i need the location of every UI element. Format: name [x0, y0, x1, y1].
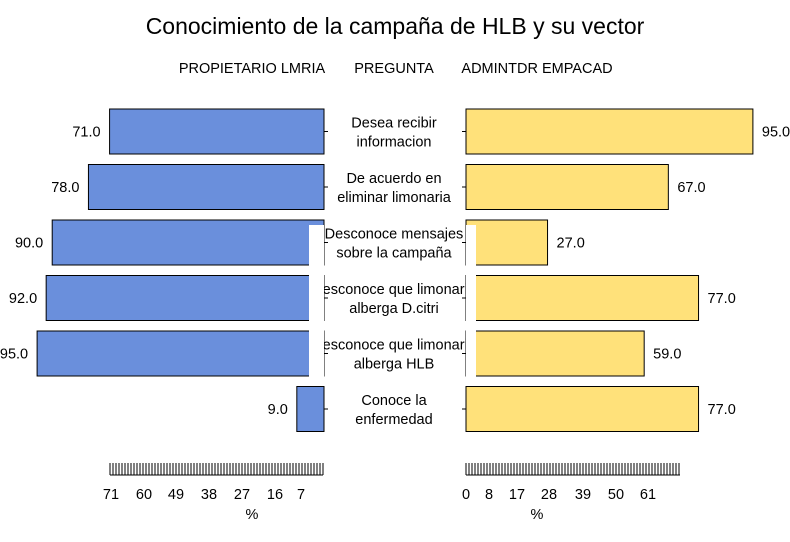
- right-bar: [465, 330, 645, 377]
- category-label-line2: informacion: [357, 135, 432, 151]
- left-label-clip: [309, 225, 324, 385]
- header-left-series: PROPIETARIO LMRIA: [179, 61, 326, 77]
- right-axis-tick-label: 39: [575, 487, 591, 503]
- left-axis-tick-label: 71: [103, 487, 119, 503]
- left-bar: [45, 275, 325, 321]
- category-label-line2: enfermedad: [355, 412, 432, 428]
- category-label-line1: Conoce la: [361, 393, 427, 409]
- right-bar-value-label: 77.0: [708, 291, 736, 307]
- right-bar-value-label: 95.0: [762, 125, 790, 141]
- category-label-line1: Desea recibir: [351, 116, 437, 132]
- left-bar-value-label: 95.0: [0, 347, 28, 363]
- left-bar: [87, 164, 325, 210]
- left-bar-value-label: 90.0: [15, 236, 43, 252]
- right-bar-value-label: 67.0: [677, 180, 705, 196]
- left-bar: [109, 108, 325, 155]
- right-axis-tick-label: 61: [640, 487, 656, 503]
- left-bar: [51, 219, 325, 266]
- left-bar-value-label: 9.0: [268, 402, 288, 418]
- category-label-line1: Desconoce mensajes: [325, 227, 464, 243]
- right-bar-value-label: 27.0: [557, 236, 585, 252]
- right-axis-tick-label: 8: [485, 487, 493, 503]
- right-axis-tick-label: 28: [541, 487, 557, 503]
- left-bar-value-label: 92.0: [9, 291, 37, 307]
- left-bar: [296, 386, 325, 432]
- left-axis-tick-label: 16: [267, 487, 283, 503]
- right-bar: [465, 219, 549, 266]
- left-axis-tick-label: 7: [297, 487, 305, 503]
- category-label-line2: eliminar limonaria: [337, 190, 452, 206]
- left-axis-tick-label: 38: [201, 487, 217, 503]
- right-bar: [465, 386, 700, 432]
- left-bar-value-label: 78.0: [51, 180, 79, 196]
- category-label-line2: sobre la campaña: [336, 246, 452, 262]
- right-axis-tick-label: 50: [608, 487, 624, 503]
- right-bar-value-label: 77.0: [708, 402, 736, 418]
- chart-title: Conocimiento de la campaña de HLB y su v…: [146, 13, 645, 39]
- category-label-line2: alberga D.citri: [349, 301, 438, 317]
- category-label-line1: De acuerdo en: [346, 171, 441, 187]
- left-axis-tick-label: 49: [168, 487, 184, 503]
- right-axis-tick-label: 0: [462, 487, 470, 503]
- right-label-clip: [466, 225, 476, 385]
- right-bar: [465, 108, 754, 155]
- header-center-category: PREGUNTA: [354, 61, 434, 77]
- left-axis-title: %: [246, 507, 259, 523]
- left-axis-tick-label: 60: [136, 487, 152, 503]
- header-right-series: ADMINTDR EMPACAD: [461, 61, 612, 77]
- left-bar-value-label: 71.0: [72, 125, 100, 141]
- right-axis-title: %: [531, 507, 544, 523]
- category-label-line1: Desconoce que limonaria: [312, 338, 477, 354]
- left-bar: [36, 330, 325, 377]
- right-bar-value-label: 59.0: [653, 347, 681, 363]
- right-axis-tick-label: 17: [509, 487, 525, 503]
- right-bar: [465, 164, 669, 210]
- category-label-line1: Desconoce que limonaria: [312, 282, 477, 298]
- right-bar: [465, 275, 700, 321]
- category-label-line2: alberga HLB: [354, 357, 435, 373]
- left-axis-tick-label: 27: [234, 487, 250, 503]
